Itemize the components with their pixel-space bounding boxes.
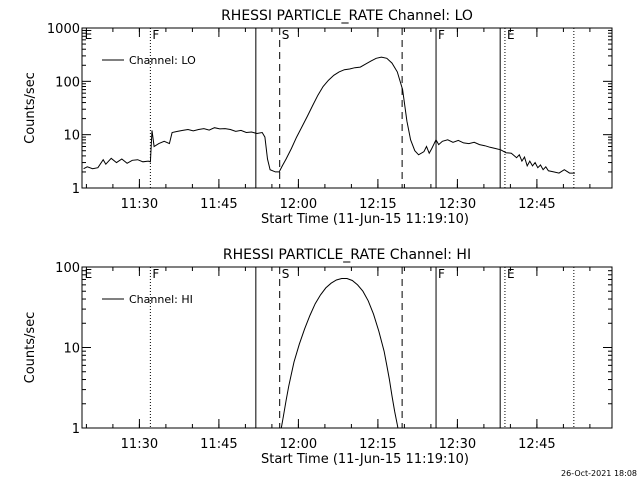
x-tick-label: 12:30 xyxy=(439,437,476,452)
x-tick-label: 12:45 xyxy=(518,437,555,452)
lo-channel-panel: RHESSI PARTICLE_RATE Channel: LO 1 10 100 10… xyxy=(23,8,613,227)
event-marker-label: S xyxy=(282,28,290,42)
x-tick-label: 12:00 xyxy=(280,197,317,212)
hi-channel-panel: RHESSI PARTICLE_RATE Channel: HI 1 10 100 11… xyxy=(23,247,613,467)
event-marker-label: F xyxy=(438,267,445,281)
edge-marker-label: E xyxy=(85,267,93,281)
chart-title: RHESSI PARTICLE_RATE Channel: LO xyxy=(221,8,473,24)
y-tick-label: 1 xyxy=(72,182,80,197)
y-tick-label: 1000 xyxy=(47,22,80,37)
y-tick-label: 10 xyxy=(63,129,80,144)
x-tick-label: 11:45 xyxy=(200,197,237,212)
y-tick-label: 1 xyxy=(72,422,80,437)
y-tick-label: 100 xyxy=(55,261,80,276)
x-tick-label: 12:15 xyxy=(359,197,396,212)
y-axis-label: Counts/sec xyxy=(23,72,38,144)
legend-label: Channel: LO xyxy=(129,54,196,67)
x-tick-label: 11:30 xyxy=(121,197,158,212)
y-axis-label: Counts/sec xyxy=(23,312,38,384)
chart-title: RHESSI PARTICLE_RATE Channel: HI xyxy=(223,247,471,263)
x-tick-label: 11:30 xyxy=(121,437,158,452)
event-marker-label: F xyxy=(438,28,445,42)
y-tick-label: 100 xyxy=(55,75,80,90)
x-axis-label: Start Time (11-Jun-15 11:19:10) xyxy=(261,212,469,227)
x-tick-label: 12:00 xyxy=(280,437,317,452)
series-line xyxy=(280,278,399,429)
legend-label: Channel: HI xyxy=(129,293,193,306)
plot-frame xyxy=(81,266,613,429)
event-marker-label: E xyxy=(507,267,515,281)
y-tick-label: 10 xyxy=(63,342,80,357)
x-tick-label: 12:45 xyxy=(518,197,555,212)
event-marker-label: F xyxy=(152,267,159,281)
series-line xyxy=(83,56,575,174)
edge-marker-label: E xyxy=(85,28,93,42)
x-tick-label: 11:45 xyxy=(200,437,237,452)
x-tick-label: 12:30 xyxy=(439,197,476,212)
generation-timestamp: 26-Oct-2021 18:08 xyxy=(561,469,637,478)
event-marker-label: E xyxy=(507,28,515,42)
plot-frame xyxy=(81,27,613,189)
event-marker-label: F xyxy=(152,28,159,42)
x-tick-label: 12:15 xyxy=(359,437,396,452)
x-axis-label: Start Time (11-Jun-15 11:19:10) xyxy=(261,452,469,467)
event-marker-label: S xyxy=(282,267,290,281)
